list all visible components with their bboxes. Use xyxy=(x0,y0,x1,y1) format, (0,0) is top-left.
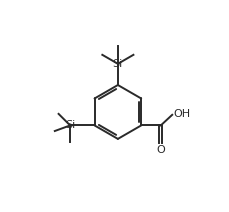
Text: Si: Si xyxy=(65,120,75,130)
Text: O: O xyxy=(156,145,164,155)
Text: Si: Si xyxy=(112,59,123,69)
Text: OH: OH xyxy=(172,109,189,119)
